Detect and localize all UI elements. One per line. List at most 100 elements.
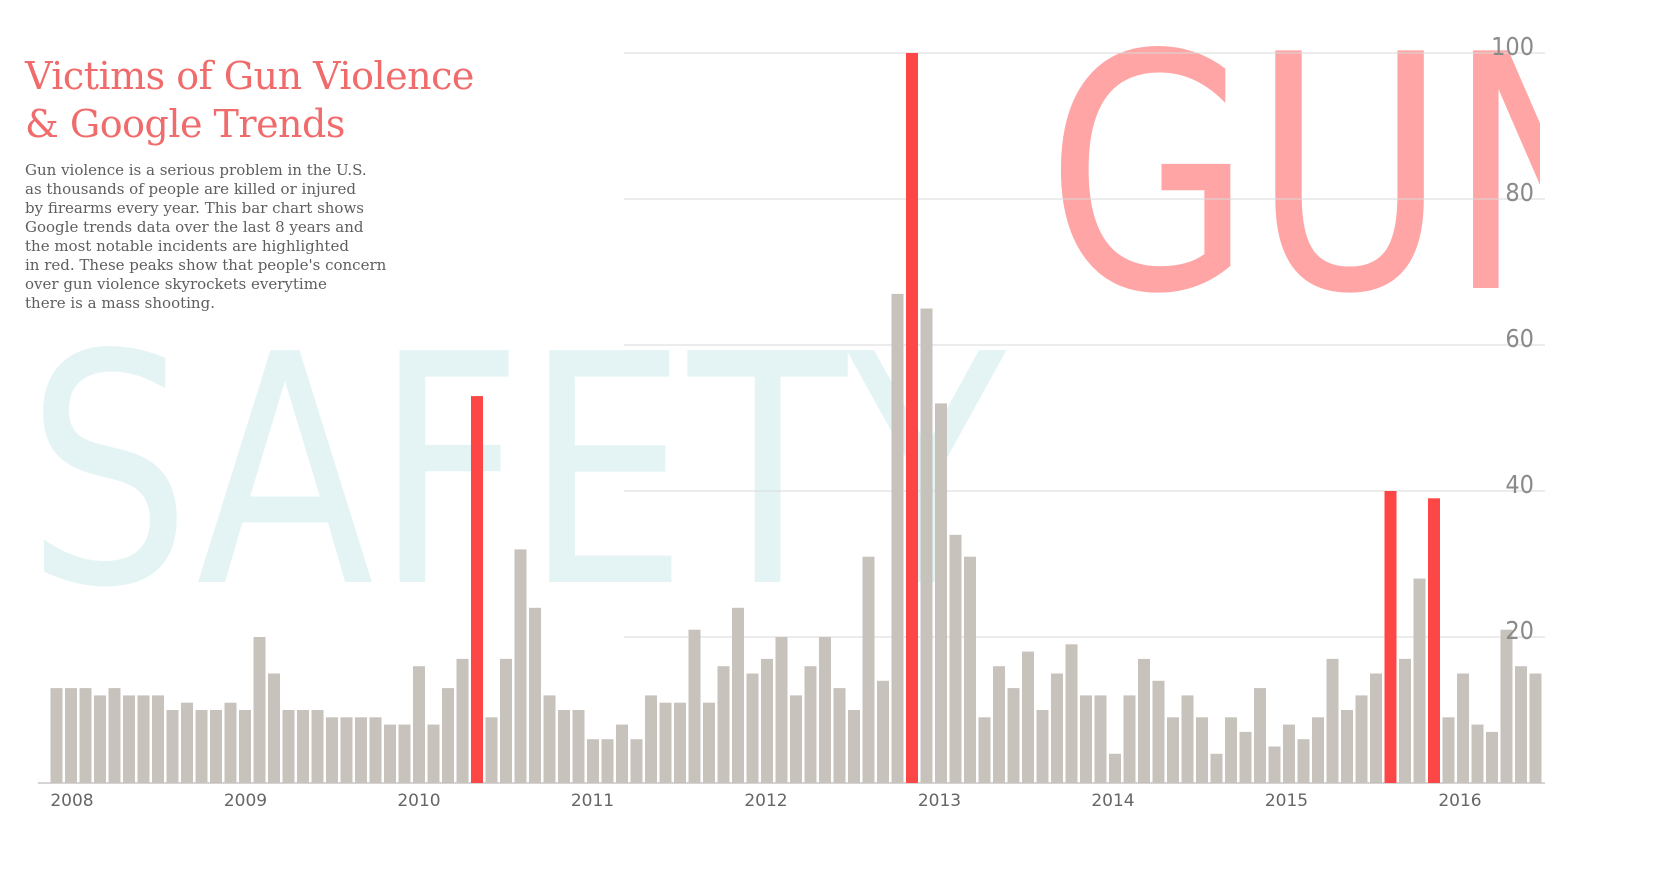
bar <box>1051 673 1063 783</box>
bar <box>1152 680 1165 783</box>
bar <box>427 724 440 783</box>
bar <box>1529 673 1542 783</box>
bar <box>108 688 121 783</box>
bar <box>514 549 527 783</box>
bar <box>500 658 512 783</box>
bar <box>384 724 396 783</box>
description-line: Google trends data over the last 8 years… <box>25 218 364 236</box>
bar <box>790 695 802 783</box>
bar <box>282 710 295 783</box>
bar <box>1167 717 1179 783</box>
bar <box>326 717 338 783</box>
bar <box>1094 695 1107 783</box>
bar <box>935 403 947 783</box>
bar <box>1239 731 1252 783</box>
bar <box>1123 695 1136 783</box>
bar <box>645 695 657 783</box>
description-line: by firearms every year. This bar chart s… <box>25 199 365 217</box>
chart-title: Victims of Gun Violence & Google Trends <box>25 52 545 148</box>
bar <box>1341 710 1353 783</box>
y-tick-label: 60 <box>1505 324 1534 353</box>
x-axis-ticks: 2008 2009 2010 2011 2012 2013 2014 2015 2016 <box>50 791 1481 811</box>
bar <box>1065 644 1078 783</box>
bar <box>920 308 933 783</box>
bars <box>50 53 1542 783</box>
bar <box>1370 673 1382 783</box>
bar <box>224 702 237 783</box>
bar <box>1080 695 1092 783</box>
y-tick-label: 20 <box>1505 616 1534 645</box>
background-watermark: SAFETY GUN <box>26 0 1646 657</box>
bar <box>355 717 367 783</box>
bar <box>65 688 77 783</box>
bar <box>181 702 193 783</box>
bar <box>761 658 773 783</box>
bar <box>732 607 744 783</box>
bar <box>195 710 208 783</box>
x-tick-label: 2015 <box>1265 791 1308 811</box>
bar <box>993 666 1005 783</box>
bar <box>775 637 788 783</box>
bar <box>1210 753 1223 783</box>
bar <box>152 695 164 783</box>
bar <box>1007 688 1020 783</box>
bar <box>964 556 976 783</box>
y-tick-label: 80 <box>1505 178 1534 207</box>
gun-watermark-text: GUN <box>1046 0 1646 365</box>
bar <box>848 710 860 783</box>
bar <box>746 673 759 783</box>
bar-highlighted <box>1428 498 1440 783</box>
bar <box>1500 629 1513 783</box>
bar <box>1326 658 1339 783</box>
bar <box>877 680 889 783</box>
bar <box>1297 739 1310 783</box>
bar <box>659 702 672 783</box>
bar <box>239 710 251 783</box>
bar <box>978 717 991 783</box>
y-axis-ticks: 20 40 60 80 100 <box>1491 32 1534 645</box>
x-tick-label: 2009 <box>224 791 267 811</box>
bar <box>79 688 92 783</box>
bar-highlighted <box>906 53 918 783</box>
x-tick-label: 2013 <box>918 791 961 811</box>
x-tick-label: 2016 <box>1438 791 1481 811</box>
bar <box>688 629 701 783</box>
chart-description: Gun violence is a serious problem in the… <box>25 161 395 313</box>
description-line: the most notable incidents are highlight… <box>25 237 349 255</box>
chart-title-line-2: & Google Trends <box>25 102 345 146</box>
bar <box>1312 717 1324 783</box>
bar <box>166 710 179 783</box>
bar <box>253 637 266 783</box>
bar <box>572 710 585 783</box>
x-tick-label: 2010 <box>397 791 440 811</box>
bar <box>311 710 324 783</box>
bar <box>1442 717 1455 783</box>
bar <box>456 658 469 783</box>
bar-highlighted <box>471 396 483 783</box>
bar <box>862 556 875 783</box>
bar <box>587 739 599 783</box>
bar <box>1181 695 1194 783</box>
bar <box>442 688 454 783</box>
bar <box>1413 578 1426 783</box>
bar <box>558 710 570 783</box>
x-tick-label: 2012 <box>744 791 787 811</box>
x-tick-label: 2008 <box>50 791 93 811</box>
bar <box>543 695 556 783</box>
bar <box>1036 710 1049 783</box>
bar <box>717 666 730 783</box>
bar <box>804 666 817 783</box>
bar <box>137 695 150 783</box>
bar-highlighted <box>1384 491 1397 783</box>
bar <box>1268 746 1281 783</box>
bar <box>1471 724 1484 783</box>
bar <box>268 673 280 783</box>
bar <box>1254 688 1266 783</box>
bar <box>369 717 382 783</box>
description-line: as thousands of people are killed or inj… <box>25 180 356 198</box>
bar <box>949 534 962 783</box>
x-tick-label: 2011 <box>571 791 614 811</box>
bar <box>413 666 425 783</box>
bar <box>1283 724 1295 783</box>
